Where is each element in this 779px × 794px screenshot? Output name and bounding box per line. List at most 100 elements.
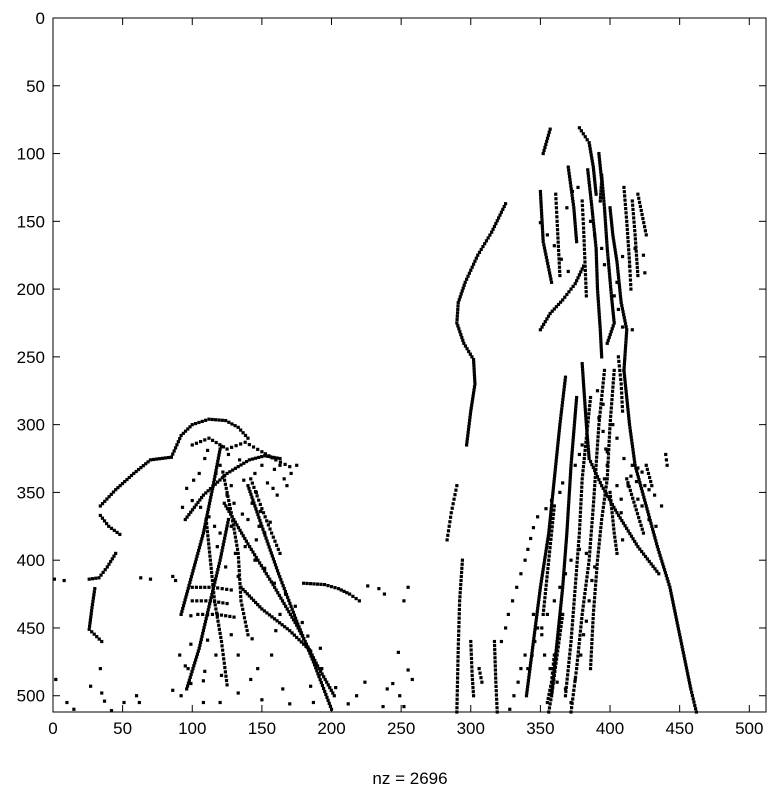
nonzero-point — [203, 669, 207, 673]
nonzero-point — [548, 550, 552, 554]
nonzero-point — [555, 680, 559, 684]
nonzero-point — [565, 534, 569, 538]
nonzero-point — [224, 614, 228, 618]
nonzero-point — [139, 576, 143, 580]
nonzero-point — [234, 444, 238, 448]
nonzero-point — [87, 577, 91, 581]
nonzero-point — [528, 667, 532, 671]
nonzero-point — [595, 389, 600, 393]
nonzero-point — [572, 684, 576, 688]
nonzero-point — [595, 447, 599, 451]
nonzero-point — [607, 448, 611, 452]
nonzero-point — [166, 455, 170, 460]
nonzero-point — [461, 338, 465, 343]
nonzero-point — [600, 393, 604, 398]
nonzero-point — [650, 524, 654, 528]
nonzero-point — [251, 498, 255, 502]
nonzero-point — [354, 596, 358, 601]
nonzero-point — [598, 164, 602, 168]
nonzero-point — [687, 678, 691, 682]
nonzero-point — [567, 497, 571, 501]
nonzero-point — [614, 254, 618, 258]
nonzero-point — [456, 642, 460, 646]
nonzero-point — [629, 435, 633, 439]
nonzero-point — [571, 610, 575, 614]
nonzero-point — [564, 546, 568, 550]
nonzero-point — [201, 612, 205, 617]
nonzero-point — [610, 227, 614, 231]
nonzero-point — [595, 278, 599, 282]
nonzero-point — [458, 591, 462, 595]
nonzero-point — [577, 539, 581, 544]
nonzero-point — [608, 427, 612, 431]
nonzero-point — [302, 581, 306, 585]
nonzero-point — [551, 667, 555, 671]
nonzero-point — [455, 680, 460, 684]
nonzero-point — [456, 659, 460, 663]
nonzero-point — [573, 675, 578, 679]
nonzero-point — [627, 423, 632, 427]
nonzero-point — [612, 239, 616, 243]
nonzero-point — [566, 664, 571, 669]
nonzero-point — [472, 364, 476, 368]
nonzero-point — [493, 648, 497, 652]
nonzero-point — [203, 622, 207, 627]
nonzero-point — [283, 592, 288, 596]
nonzero-point — [315, 669, 319, 673]
nonzero-point — [127, 475, 131, 480]
nonzero-point — [462, 283, 466, 287]
nonzero-point — [179, 694, 183, 698]
nonzero-point — [236, 551, 240, 556]
nonzero-point — [103, 499, 107, 503]
nonzero-point — [332, 694, 336, 698]
nonzero-point — [590, 633, 594, 637]
nonzero-point — [590, 209, 594, 213]
nonzero-point — [209, 492, 213, 497]
nonzero-point — [488, 233, 492, 237]
nonzero-point — [91, 599, 95, 603]
nonzero-point — [273, 585, 277, 589]
nonzero-point — [598, 334, 603, 338]
nonzero-point — [279, 578, 283, 582]
nonzero-point — [203, 456, 207, 461]
nonzero-point — [599, 526, 603, 530]
nonzero-point — [512, 694, 516, 698]
nonzero-point — [217, 450, 222, 454]
nonzero-point — [469, 409, 473, 413]
nonzero-point — [622, 365, 626, 369]
y-tick-label: 200 — [17, 280, 45, 299]
nonzero-point — [540, 626, 544, 630]
nonzero-point — [465, 347, 469, 351]
nonzero-point — [583, 251, 587, 256]
nonzero-point — [216, 456, 220, 460]
nonzero-point — [242, 616, 247, 620]
nonzero-point — [215, 612, 219, 617]
nonzero-point — [221, 546, 225, 550]
nonzero-point — [547, 268, 551, 272]
nonzero-point — [470, 677, 475, 682]
nonzero-point — [526, 685, 530, 689]
nonzero-point — [547, 531, 551, 535]
nonzero-point — [546, 562, 550, 566]
nonzero-point — [471, 694, 476, 698]
nonzero-point — [572, 206, 576, 210]
nonzero-point — [611, 523, 615, 527]
nonzero-point — [283, 462, 287, 466]
nonzero-point — [683, 660, 687, 664]
nonzero-point — [632, 220, 636, 224]
nonzero-point — [607, 439, 611, 443]
nonzero-point — [603, 215, 607, 219]
nonzero-point — [200, 537, 204, 541]
nonzero-point — [595, 262, 599, 266]
nonzero-point — [486, 236, 490, 240]
nonzero-point — [665, 576, 669, 581]
nonzero-point — [516, 680, 520, 684]
nonzero-point — [600, 173, 604, 177]
nonzero-point — [530, 653, 534, 657]
nonzero-point — [107, 524, 111, 528]
nonzero-point — [638, 481, 642, 485]
nonzero-point — [582, 460, 586, 465]
nonzero-point — [554, 197, 558, 201]
nonzero-point — [291, 610, 295, 614]
nonzero-point — [578, 518, 582, 523]
